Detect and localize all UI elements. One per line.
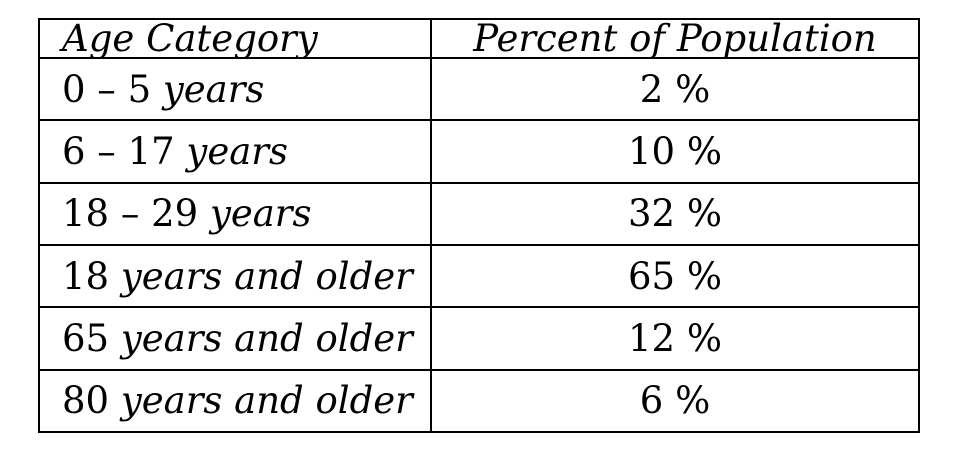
table-row: 6 – 17 years 10 %	[38, 119, 920, 184]
age-unit: years	[162, 67, 265, 111]
age-category-cell: 65 years and older	[38, 306, 432, 371]
header-age-category: Age Category	[38, 18, 432, 59]
header-percent-of-population: Percent of Population	[430, 18, 920, 59]
age-range: 0 – 5	[62, 67, 152, 111]
table-header-row: Age Category Percent of Population	[38, 18, 920, 59]
table-row: 18 – 29 years 32 %	[38, 181, 920, 246]
percent-cell: 6 %	[430, 368, 920, 434]
percent-cell: 65 %	[430, 243, 920, 309]
percent-cell: 10 %	[430, 119, 920, 184]
age-category-cell: 0 – 5 years	[38, 56, 432, 122]
age-range: 6 – 17	[62, 129, 175, 173]
age-category-cell: 18 years and older	[38, 243, 432, 309]
age-category-cell: 80 years and older	[38, 368, 432, 434]
percent-cell: 32 %	[430, 181, 920, 246]
table-row: 0 – 5 years 2 %	[38, 56, 920, 122]
age-unit: years	[186, 129, 288, 173]
age-range: 65	[62, 316, 110, 360]
age-distribution-table-wrapper: Age Category Percent of Population 0 – 5…	[38, 18, 920, 434]
age-range: 18 – 29	[62, 192, 199, 236]
age-range: 80	[62, 379, 110, 423]
table-row: 80 years and older 6 %	[38, 368, 920, 434]
age-unit: years and older	[120, 379, 413, 423]
age-distribution-table: Age Category Percent of Population 0 – 5…	[38, 18, 920, 434]
percent-cell: 2 %	[430, 56, 920, 122]
age-category-cell: 6 – 17 years	[38, 119, 432, 184]
percent-cell: 12 %	[430, 306, 920, 371]
table-row: 65 years and older 12 %	[38, 306, 920, 371]
age-category-cell: 18 – 29 years	[38, 181, 432, 246]
age-unit: years and older	[120, 316, 413, 360]
age-range: 18	[62, 254, 110, 298]
age-unit: years and older	[120, 254, 413, 298]
table-row: 18 years and older 65 %	[38, 243, 920, 309]
age-unit: years	[209, 192, 312, 236]
